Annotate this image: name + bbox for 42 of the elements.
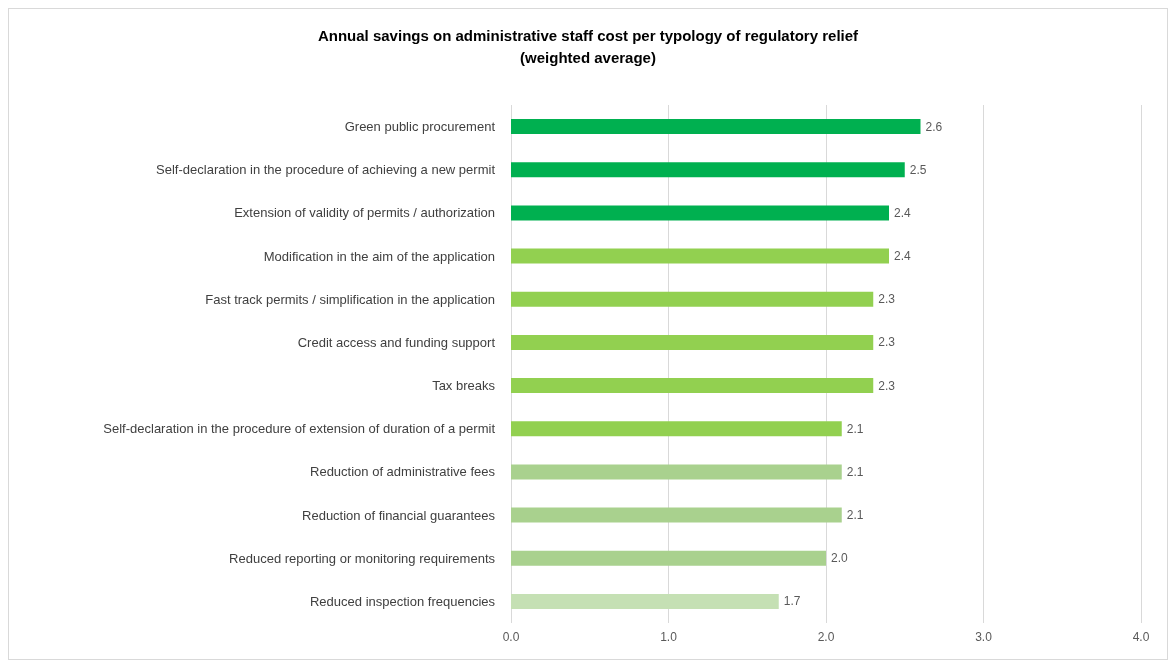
bar: [511, 507, 842, 523]
data-label: 2.0: [831, 551, 849, 566]
data-label: 2.4: [894, 249, 912, 264]
x-tick-label: 3.0: [975, 630, 993, 644]
data-label: 2.3: [878, 378, 896, 393]
x-tick-label: 4.0: [1132, 630, 1150, 644]
chart-title: Annual savings on administrative staff cost per typology of regulatory relief (weighted average): [317, 26, 860, 66]
y-tick-label: Modification in the aim of the application: [263, 248, 495, 264]
bar: [511, 205, 889, 221]
bar: [511, 550, 826, 566]
y-tick-label: Credit access and funding support: [297, 334, 496, 350]
x-tick-label: 2.0: [817, 630, 835, 644]
bar: [511, 593, 779, 609]
bar: [511, 119, 921, 135]
bar: [511, 464, 842, 480]
data-label: 2.6: [925, 119, 943, 134]
bar: [511, 162, 905, 178]
y-tick-label: Extension of validity of permits / authorization: [234, 205, 495, 221]
y-tick-label: Self-declaration in the procedure of extension of duration of a permit: [103, 421, 496, 437]
data-label: 2.1: [846, 464, 864, 479]
bar: [511, 291, 874, 307]
y-tick-label: Fast track permits / simplification in the application: [205, 291, 495, 307]
bar: [511, 334, 874, 350]
y-tick-label: Green public procurement: [344, 119, 496, 135]
bar: [511, 378, 874, 394]
data-label: 2.1: [846, 508, 864, 523]
y-tick-label: Self-declaration in the procedure of achieving a new permit: [156, 162, 496, 178]
bar: [511, 248, 889, 264]
bar: [511, 421, 842, 437]
y-tick-label: Reduction of financial guarantees: [302, 507, 496, 523]
y-tick-label: Tax breaks: [432, 378, 496, 394]
data-label: 1.7: [783, 594, 801, 609]
y-tick-label: Reduced reporting or monitoring requirements: [229, 550, 496, 566]
data-label: 2.3: [878, 292, 896, 307]
data-label: 2.1: [846, 421, 864, 436]
y-tick-label: Reduced inspection frequencies: [309, 593, 496, 609]
data-label: 2.4: [894, 205, 912, 220]
y-tick-label: Reduction of administrative fees: [310, 464, 496, 480]
x-tick-label: 1.0: [660, 630, 678, 644]
x-tick-label: 0.0: [502, 630, 520, 644]
data-label: 2.3: [878, 335, 896, 350]
data-label: 2.5: [909, 162, 927, 177]
